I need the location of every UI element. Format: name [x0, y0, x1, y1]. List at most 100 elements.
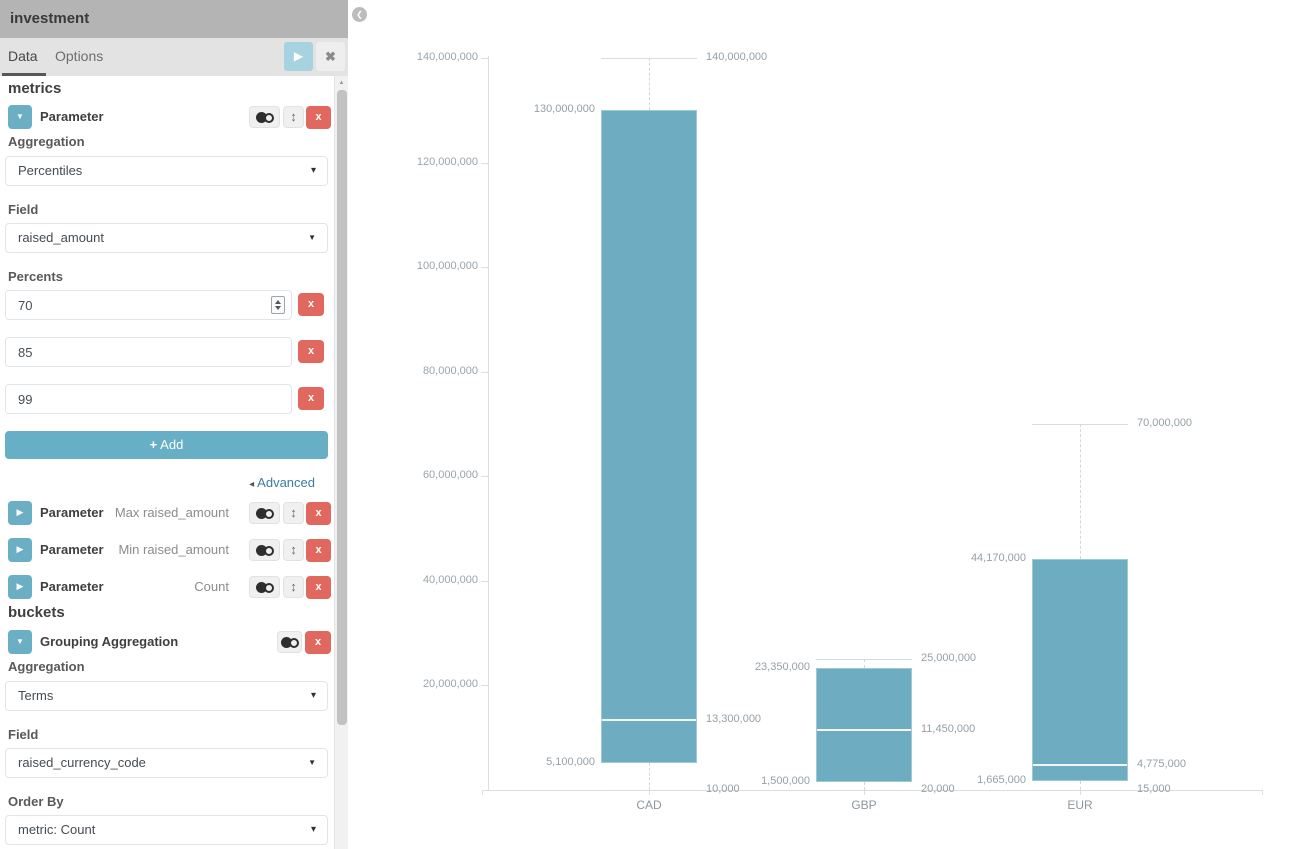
expand-parameter-button[interactable]: ▶: [8, 538, 32, 562]
parameter-description: Max raised_amount: [114, 505, 229, 520]
disable-bucket-button[interactable]: [277, 631, 302, 653]
bucket-aggregation-select[interactable]: Terms ▾: [5, 681, 328, 711]
collapse-chevron-icon: ❮: [356, 10, 363, 19]
parameter-label: Parameter: [40, 109, 104, 124]
remove-percent-button-2[interactable]: x: [298, 340, 324, 363]
remove-icon: x: [307, 298, 315, 310]
whisker-bottom-line-GBP: [864, 782, 865, 790]
percent-input-3[interactable]: [5, 384, 292, 414]
x-axis-tick: [1080, 790, 1081, 795]
tab-options[interactable]: Options: [55, 48, 104, 64]
min-label-CAD: 10,000: [706, 783, 740, 795]
order-by-select[interactable]: metric: Count ▾: [5, 815, 328, 845]
box-CAD[interactable]: [601, 110, 697, 763]
advanced-arrow-icon: ◂: [249, 479, 255, 490]
disable-metric-button[interactable]: [249, 502, 280, 524]
remove-percent-button-1[interactable]: x: [298, 293, 324, 316]
disable-metric-button[interactable]: [249, 106, 280, 128]
toggle-icon: [255, 112, 274, 123]
scrollbar-thumb[interactable]: [337, 90, 347, 725]
toggle-icon: [255, 508, 274, 519]
select-caret-icon: ▾: [310, 824, 316, 835]
remove-icon: x: [315, 507, 322, 519]
advanced-link[interactable]: ◂ Advanced: [249, 475, 315, 490]
y-axis-tick: [481, 372, 488, 373]
toggle-icon: [255, 545, 274, 556]
move-icon: ↕: [290, 579, 297, 594]
field-label: Field: [8, 727, 39, 742]
remove-metric-button[interactable]: x: [306, 106, 331, 129]
add-button-label: Add: [160, 437, 184, 452]
add-percent-button[interactable]: + Add: [5, 431, 328, 459]
move-metric-button[interactable]: ↕: [283, 106, 304, 128]
collapse-parameter-button[interactable]: ▼: [8, 105, 32, 129]
p85-line-EUR: [1033, 764, 1127, 766]
plus-icon: +: [149, 437, 158, 452]
aggregation-label: Aggregation: [8, 134, 85, 149]
percent-input-1[interactable]: [5, 290, 292, 320]
expand-parameter-button[interactable]: ▶: [8, 501, 32, 525]
discard-changes-button[interactable]: ✖: [316, 42, 345, 71]
p85-label-CAD: 13,300,000: [706, 713, 762, 725]
tab-data[interactable]: Data: [8, 48, 38, 64]
whisker-bottom-line-EUR: [1080, 781, 1081, 790]
remove-percent-button-3[interactable]: x: [298, 387, 324, 410]
order-by-label: Order By: [8, 794, 64, 809]
x-axis-tick: [864, 790, 865, 795]
active-tab-underline: [2, 73, 46, 76]
bucket-field-value: raised_currency_code: [18, 755, 146, 770]
max-label-EUR: 70,000,000: [1137, 417, 1193, 429]
expand-parameter-button[interactable]: ▶: [8, 575, 32, 599]
move-metric-button[interactable]: ↕: [283, 539, 304, 561]
move-metric-button[interactable]: ↕: [283, 576, 304, 598]
remove-icon: x: [315, 581, 322, 593]
chevron-right-icon: ▶: [16, 581, 24, 591]
y-axis-tick-label: 20,000,000: [422, 678, 478, 690]
parameter-description: Count: [194, 579, 229, 594]
box-GBP[interactable]: [816, 668, 912, 782]
number-spinner-icon[interactable]: [271, 296, 285, 314]
select-caret-icon: ▾: [310, 165, 316, 176]
field-combobox-value: raised_amount: [18, 230, 104, 245]
y-axis-tick-label: 40,000,000: [422, 574, 478, 586]
p99-label-CAD: 130,000,000: [533, 103, 595, 115]
p85-line-CAD: [602, 719, 696, 721]
y-axis-tick-label: 60,000,000: [422, 469, 478, 481]
y-axis-tick: [481, 476, 488, 477]
bucket-field-combobox[interactable]: raised_currency_code ▼: [5, 748, 328, 778]
remove-bucket-button[interactable]: x: [305, 631, 331, 654]
collapse-bucket-button[interactable]: ▼: [8, 630, 32, 654]
whisker-top-line-EUR: [1080, 424, 1081, 559]
chevron-right-icon: ▶: [16, 544, 24, 554]
box-EUR[interactable]: [1032, 559, 1128, 781]
parameter-description: Min raised_amount: [118, 542, 229, 557]
y-axis-tick: [481, 267, 488, 268]
sidebar-scrollbar[interactable]: ▲: [334, 76, 348, 849]
disable-metric-button[interactable]: [249, 539, 280, 561]
visualization-editor-sidebar: investment Data Options ▶ ✖ metrics ▼ Pa…: [0, 0, 348, 849]
collapse-sidebar-button[interactable]: ❮: [352, 7, 367, 22]
move-metric-button[interactable]: ↕: [283, 502, 304, 524]
play-icon: ▶: [293, 49, 304, 63]
percent-input-2[interactable]: [5, 337, 292, 367]
scroll-up-icon[interactable]: ▲: [338, 80, 345, 86]
remove-metric-button[interactable]: x: [306, 502, 331, 525]
remove-icon: x: [315, 544, 322, 556]
remove-metric-button[interactable]: x: [306, 576, 331, 599]
whisker-bottom-cap-GBP: [816, 790, 912, 791]
select-caret-icon: ▾: [310, 690, 316, 701]
apply-changes-button[interactable]: ▶: [284, 42, 313, 71]
field-combobox[interactable]: raised_amount ▼: [5, 223, 328, 253]
remove-icon: x: [307, 392, 315, 404]
sidebar-scroll-area: metrics ▼ Parameter ↕ x Aggregation Perc…: [0, 76, 334, 849]
y-axis-tick: [481, 685, 488, 686]
remove-metric-button[interactable]: x: [306, 539, 331, 562]
move-icon: ↕: [290, 542, 297, 557]
close-icon: ✖: [325, 49, 336, 64]
remove-icon: x: [314, 636, 322, 648]
aggregation-select[interactable]: Percentiles ▾: [5, 156, 328, 186]
sidebar-tab-bar: Data Options ▶ ✖: [0, 38, 348, 76]
y-axis-tick: [481, 163, 488, 164]
disable-metric-button[interactable]: [249, 576, 280, 598]
min-label-GBP: 20,000: [921, 783, 955, 795]
